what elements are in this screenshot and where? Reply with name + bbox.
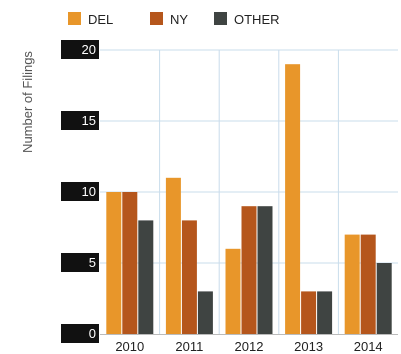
legend-label-ny: NY (170, 12, 188, 27)
legend-swatch-del (68, 12, 81, 25)
bar-other-2013 (317, 291, 333, 334)
y-tick-label: 20 (82, 42, 96, 57)
bar-del-2013 (285, 64, 301, 334)
bar-ny-2011 (181, 220, 197, 334)
bar-ny-2014 (360, 234, 376, 334)
y-tick-label-bg (61, 111, 99, 130)
bar-del-2010 (106, 192, 122, 334)
y-tick-label: 5 (89, 255, 96, 270)
y-tick-label-bg (61, 324, 99, 343)
legend: DEL NY OTHER (68, 12, 280, 27)
bar-ny-2010 (122, 192, 138, 334)
x-tick-label: 2010 (115, 339, 144, 354)
y-axis-label: Number of Filings (20, 51, 35, 153)
x-tick-label: 2011 (175, 339, 203, 354)
x-axis: 2010 2011 2012 2013 2014 (115, 339, 382, 354)
y-tick-label-bg (61, 253, 99, 272)
y-tick-label-bg (61, 182, 99, 201)
bar-del-2014 (344, 234, 360, 334)
bars (106, 64, 392, 334)
y-axis: 0 5 10 15 20 (61, 40, 99, 343)
bar-ny-2013 (301, 291, 317, 334)
bar-other-2011 (197, 291, 213, 334)
x-tick-label: 2013 (294, 339, 323, 354)
bar-other-2010 (138, 220, 154, 334)
bar-other-2012 (257, 206, 273, 334)
y-tick-label: 15 (82, 113, 96, 128)
grid (100, 49, 398, 335)
legend-swatch-other (214, 12, 227, 25)
bar-del-2011 (165, 177, 181, 334)
x-tick-label: 2012 (235, 339, 264, 354)
bar-del-2012 (225, 248, 241, 334)
y-tick-label: 0 (89, 326, 96, 341)
bar-ny-2012 (241, 206, 257, 334)
x-tick-label: 2014 (354, 339, 383, 354)
bar-other-2014 (376, 263, 392, 334)
y-tick-label: 10 (82, 184, 96, 199)
legend-label-del: DEL (88, 12, 113, 27)
y-tick-label-bg (61, 40, 99, 59)
legend-label-other: OTHER (234, 12, 280, 27)
legend-swatch-ny (150, 12, 163, 25)
